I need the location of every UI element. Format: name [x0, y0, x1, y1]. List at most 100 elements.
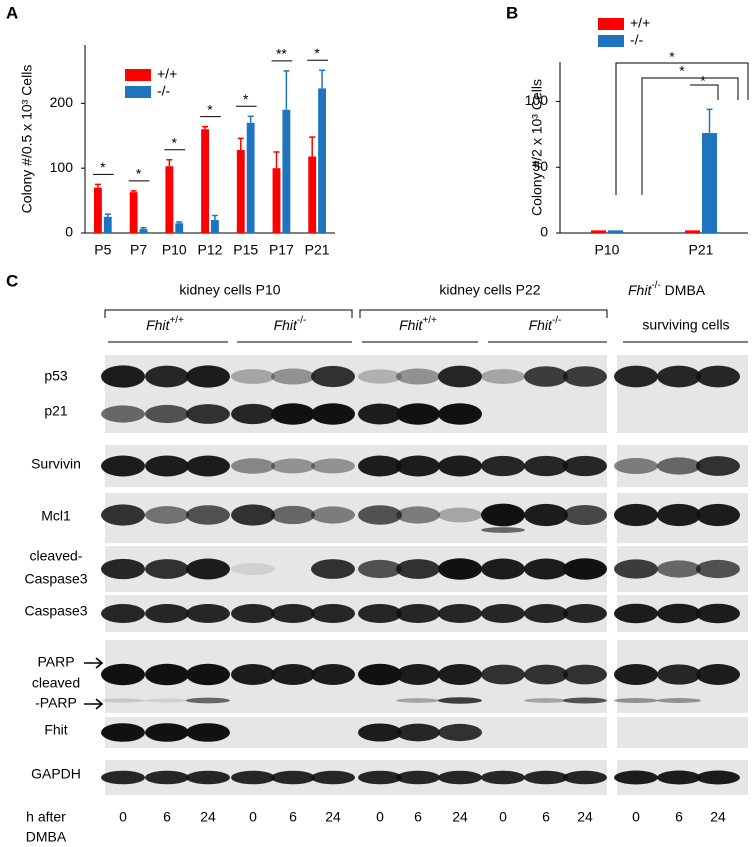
band	[524, 455, 568, 477]
band	[657, 603, 701, 624]
bar	[211, 220, 219, 233]
band	[657, 560, 701, 578]
band	[271, 604, 315, 623]
band	[696, 559, 740, 579]
band	[311, 664, 355, 685]
bar	[685, 230, 700, 233]
band	[524, 366, 568, 387]
band	[101, 663, 145, 686]
superscript: -/-	[651, 280, 660, 291]
band	[657, 365, 701, 388]
band	[145, 404, 189, 424]
band	[481, 503, 525, 527]
band	[231, 604, 275, 623]
significance-star: *	[669, 49, 675, 65]
band	[271, 770, 315, 785]
row-label: cleaved	[32, 675, 80, 691]
legend-label: +/+	[157, 66, 177, 82]
band	[696, 503, 740, 527]
row-label: p21	[44, 403, 68, 419]
y-tick-label: 50	[532, 158, 548, 174]
band	[563, 558, 607, 580]
band	[101, 604, 145, 623]
band	[481, 770, 525, 785]
band	[271, 368, 315, 385]
time-label: 0	[499, 809, 507, 825]
panel-letter: B	[506, 3, 518, 22]
time-label: 0	[632, 809, 640, 825]
row-label: Mcl1	[41, 508, 71, 524]
group-header: kidney cells P10	[179, 282, 280, 298]
band	[311, 604, 355, 623]
band	[358, 604, 402, 623]
x-tick-label: P12	[198, 242, 223, 258]
band	[231, 664, 275, 685]
band	[438, 365, 482, 388]
band	[696, 770, 740, 785]
band	[396, 455, 440, 477]
time-label: 24	[577, 809, 593, 825]
gene: Fhit	[274, 317, 298, 333]
band	[231, 770, 275, 785]
band	[438, 403, 482, 425]
band	[231, 369, 275, 384]
band	[396, 770, 440, 785]
band	[311, 403, 355, 425]
band	[438, 697, 482, 704]
band	[358, 403, 402, 425]
panel-letter: A	[6, 3, 18, 22]
band	[311, 458, 355, 474]
band	[657, 664, 701, 685]
band	[481, 455, 525, 477]
band	[438, 664, 482, 685]
band	[396, 604, 440, 623]
legend-label: -/-	[157, 83, 171, 99]
bar	[175, 223, 184, 233]
band	[614, 770, 658, 785]
band	[101, 455, 145, 477]
legend-label: +/+	[630, 15, 650, 31]
band	[657, 503, 701, 527]
row-label: Caspase3	[24, 603, 87, 619]
x-tick-label: P21	[305, 242, 330, 258]
band	[563, 664, 607, 685]
band	[271, 664, 315, 685]
time-label: 6	[542, 809, 550, 825]
x-tick-label: P17	[269, 242, 294, 258]
band	[145, 559, 189, 579]
row-label: p53	[44, 368, 68, 384]
bar	[282, 109, 291, 233]
band	[438, 723, 482, 742]
band	[231, 563, 275, 575]
header-text: DMBA	[661, 282, 706, 298]
time-label: 24	[325, 809, 341, 825]
y-tick-label: 100	[50, 159, 74, 175]
group-header: kidney cells P22	[439, 282, 540, 298]
band	[358, 723, 402, 742]
band	[231, 458, 275, 474]
significance-star: *	[243, 91, 249, 107]
superscript: +/+	[169, 315, 184, 326]
time-label: 6	[414, 809, 422, 825]
band	[311, 506, 355, 524]
y-axis-label: Colony #/2 x 10³ Cells	[529, 79, 545, 216]
y-tick-label: 100	[525, 92, 549, 108]
band	[145, 604, 189, 623]
band	[563, 505, 607, 525]
band	[614, 503, 658, 527]
band	[563, 770, 607, 785]
band	[524, 503, 568, 527]
band	[396, 368, 440, 385]
band	[186, 663, 230, 686]
significance-star: *	[207, 101, 213, 117]
significance-star: *	[136, 166, 142, 182]
band	[657, 457, 701, 475]
x-tick-label: P10	[595, 242, 620, 258]
legend-swatch	[598, 35, 624, 47]
band	[231, 504, 275, 526]
band	[358, 770, 402, 785]
band	[186, 505, 230, 525]
bar	[308, 156, 317, 233]
panel-letter: C	[6, 271, 18, 290]
